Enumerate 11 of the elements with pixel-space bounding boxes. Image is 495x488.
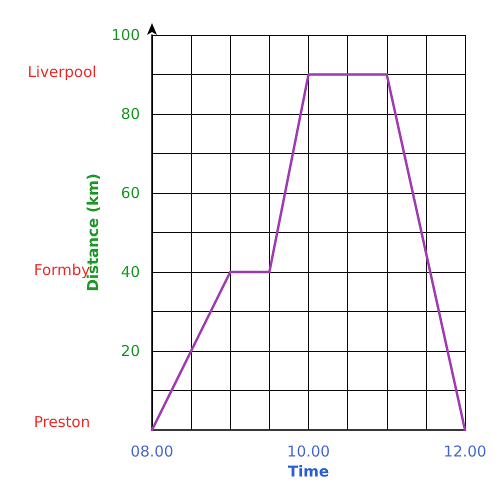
y-tick-label: 100 — [111, 26, 140, 44]
x-tick-label: 08.00 — [130, 442, 174, 460]
y-tick-label: 60 — [120, 184, 140, 202]
text: Liverpool — [28, 63, 96, 81]
x-tick-label: 12.00 — [444, 442, 486, 460]
y-tick-label: 20 — [120, 342, 140, 360]
y-tick-label: 40 — [120, 263, 140, 281]
y-tick-label: 80 — [120, 105, 140, 123]
x-tick-label: 10.00 — [287, 442, 330, 460]
text: Preston — [34, 413, 90, 431]
x-axis-title: Time — [288, 462, 330, 480]
